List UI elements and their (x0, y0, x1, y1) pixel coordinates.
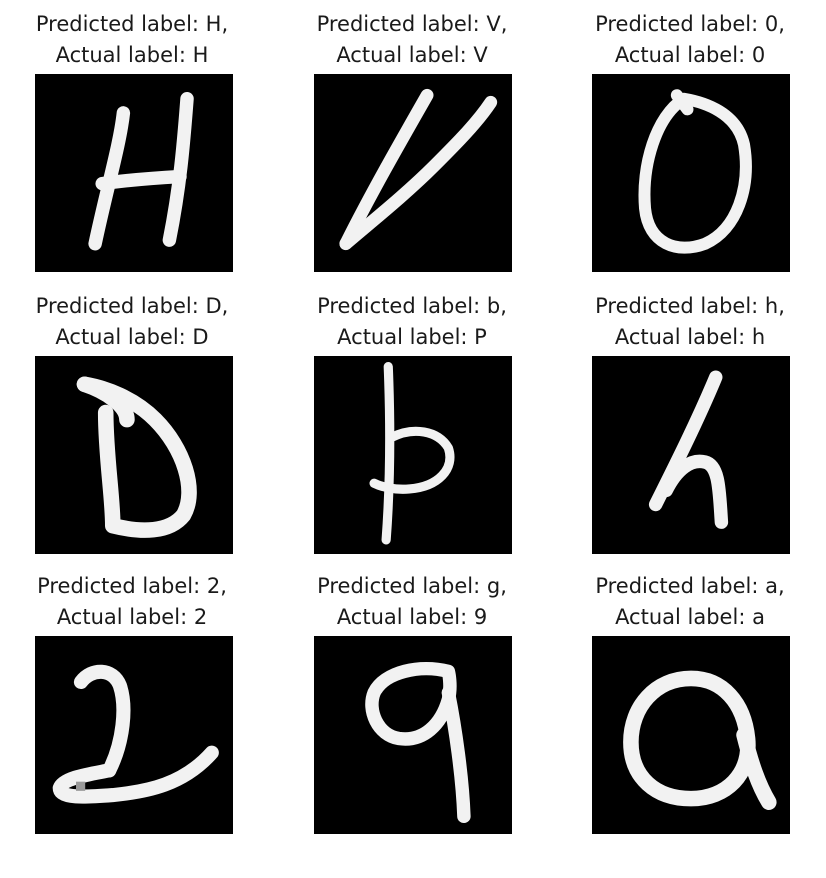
predicted-label-text: Predicted label: h, (595, 294, 785, 318)
panel-title: Predicted label: 0, Actual label: 0 (550, 9, 826, 71)
panel-title: Predicted label: a, Actual label: a (550, 571, 826, 633)
handwritten-zero-image (638, 89, 752, 254)
predicted-label-text: Predicted label: b, (317, 294, 507, 318)
actual-label-text: Actual label: V (336, 43, 488, 67)
panel-title: Predicted label: V, Actual label: V (272, 9, 552, 71)
predicted-label-text: Predicted label: H, (35, 12, 229, 36)
actual-label-text: Actual label: a (615, 605, 765, 629)
character-image (592, 636, 790, 834)
handwritten-h-image (88, 92, 194, 251)
handwritten-h-lowercase-image (648, 370, 729, 529)
handwritten-d-image (76, 376, 197, 538)
predicted-label-text: Predicted label: 0, (595, 12, 785, 36)
panel-title: Predicted label: g, Actual label: 9 (272, 571, 552, 633)
handwritten-a-image (623, 670, 777, 810)
actual-label-text: Actual label: 2 (56, 605, 208, 629)
character-image (35, 636, 233, 834)
character-image (35, 356, 233, 554)
panel-title: Predicted label: H, Actual label: H (0, 9, 272, 71)
character-image (592, 356, 790, 554)
character-image (35, 74, 233, 272)
actual-label-text: Actual label: 9 (336, 605, 488, 629)
predicted-label-text: Predicted label: g, (317, 574, 507, 598)
predicted-label-text: Predicted label: D, (35, 294, 229, 318)
character-image (314, 636, 512, 834)
actual-label-text: Actual label: H (55, 43, 209, 67)
panel-title: Predicted label: 2, Actual label: 2 (0, 571, 272, 633)
panel-title: Predicted label: D, Actual label: D (0, 291, 272, 353)
handwritten-nine-image (365, 662, 471, 824)
predicted-label-text: Predicted label: a, (595, 574, 785, 598)
panel-title: Predicted label: b, Actual label: P (272, 291, 552, 353)
handwritten-two-image (52, 664, 219, 804)
predicted-label-text: Predicted label: V, (316, 12, 508, 36)
actual-label-text: Actual label: h (614, 325, 766, 349)
character-image (314, 356, 512, 554)
handwritten-v-image (339, 88, 498, 251)
actual-label-text: Actual label: 0 (614, 43, 766, 67)
character-image (314, 74, 512, 272)
handwritten-p-image (369, 362, 455, 545)
character-image (592, 74, 790, 272)
predicted-label-text: Predicted label: 2, (37, 574, 227, 598)
actual-label-text: Actual label: D (55, 325, 209, 349)
panel-title: Predicted label: h, Actual label: h (550, 291, 826, 353)
actual-label-text: Actual label: P (337, 325, 487, 349)
